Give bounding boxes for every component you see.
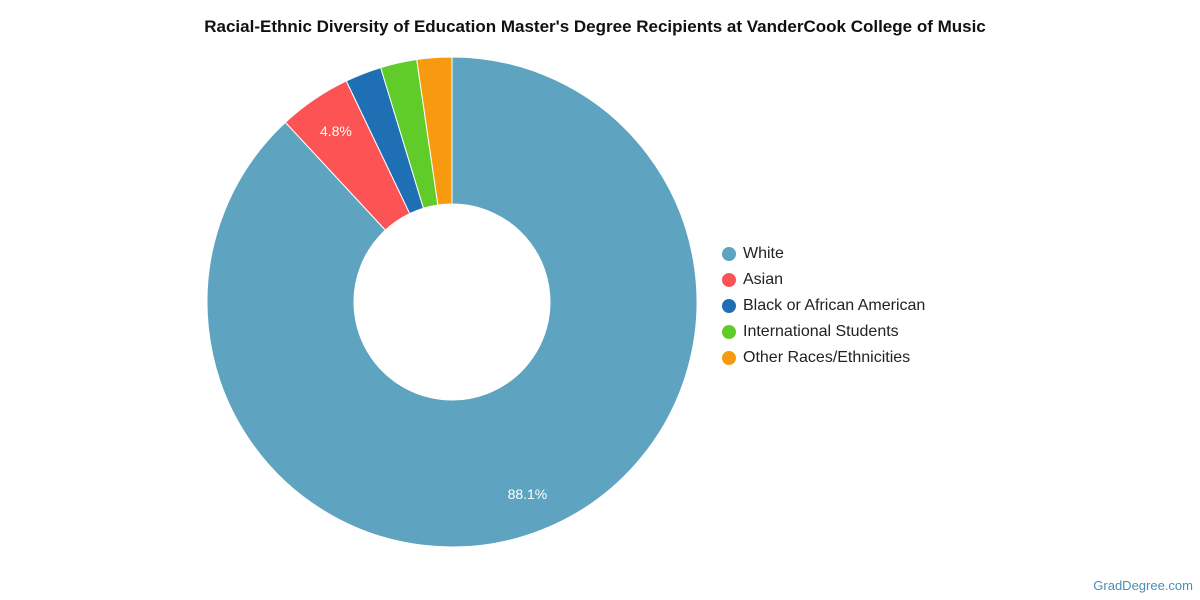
legend-label: International Students	[743, 323, 899, 340]
legend-swatch-icon	[722, 273, 736, 287]
data-label-white: 88.1%	[508, 486, 548, 502]
slice-white[interactable]	[206, 56, 698, 548]
legend-swatch-icon	[722, 325, 736, 339]
legend-label: Other Races/Ethnicities	[743, 349, 911, 366]
legend-label: Black or African American	[743, 297, 926, 314]
legend: White Asian Black or African American Inter…	[722, 241, 925, 371]
legend-swatch-icon	[722, 351, 736, 365]
legend-item[interactable]: Other Races/Ethnicities	[722, 345, 925, 371]
legend-swatch-icon	[722, 299, 736, 313]
legend-label: White	[743, 245, 784, 262]
data-label-asian: 4.8%	[320, 123, 352, 139]
slice-other-races-ethnicities[interactable]	[416, 56, 453, 206]
legend-item[interactable]: Black or African American	[722, 293, 925, 319]
watermark-link[interactable]: GradDegree.com	[1093, 578, 1193, 593]
legend-item[interactable]: International Students	[722, 319, 925, 345]
chart-title: Racial-Ethnic Diversity of Education Mas…	[204, 17, 986, 36]
legend-swatch-icon	[722, 247, 736, 261]
legend-item[interactable]: Asian	[722, 267, 925, 293]
legend-item[interactable]: White	[722, 241, 925, 267]
legend-label: Asian	[743, 271, 784, 288]
